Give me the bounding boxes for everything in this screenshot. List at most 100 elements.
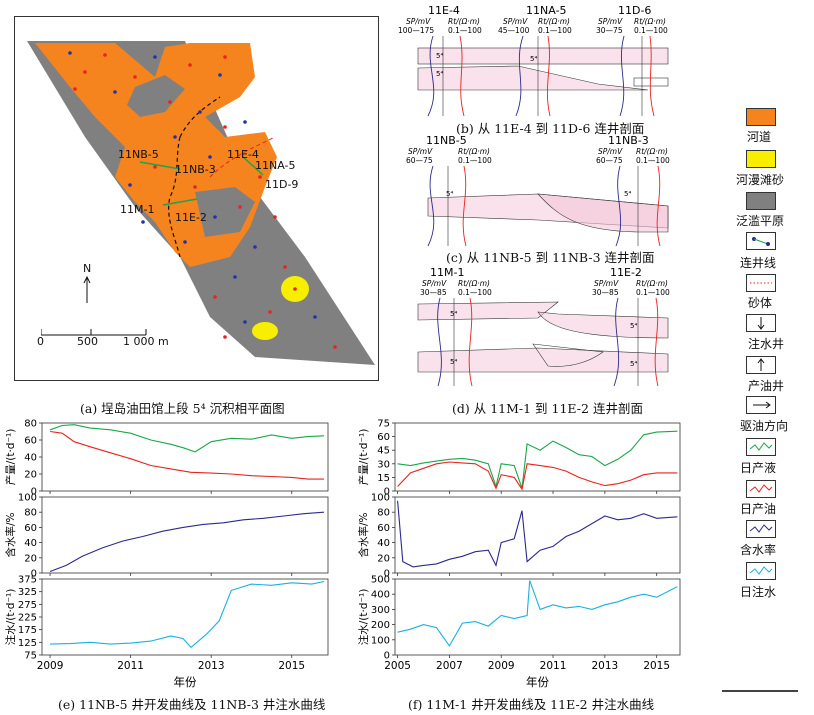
well-dot (113, 90, 117, 94)
y-tick-label: 40 (377, 538, 390, 549)
y-axis-label: 产量/(t·d⁻¹) (357, 429, 370, 486)
well-dot (68, 51, 72, 55)
section-d-sp-range-2: 30—85 (592, 288, 619, 297)
legend-swatch-watercut (746, 520, 776, 538)
legend-swatch-sand (746, 274, 776, 292)
series-line (397, 461, 678, 491)
legend-swatch-floodplain (746, 192, 776, 210)
caption-e: (e) 11NB-5 井开发曲线及 11NB-3 井注水曲线 (58, 697, 326, 712)
north-arrow-icon (83, 275, 91, 303)
y-tick-label: 60 (377, 432, 390, 443)
y-axis-label: 注水/(t·d⁻¹) (4, 589, 17, 646)
y-tick-label: 0 (384, 651, 390, 662)
legend-swatch-channel (746, 108, 776, 126)
series-line (50, 580, 325, 649)
north-label: N (83, 262, 92, 275)
y-tick-label: 0 (31, 487, 37, 498)
panel-a-frame: 11NB-5 11NB-3 11E-4 11NA-5 11D-9 11M-1 1… (14, 16, 379, 381)
y-tick-label: 300 (371, 605, 390, 616)
well-label-11nb5: 11NB-5 (118, 148, 159, 161)
y-tick-label: 0 (384, 569, 390, 580)
x-tick-label: 2015 (278, 660, 305, 672)
section-b-sp-label-2: SP/mV (503, 17, 528, 26)
section-c-rt-range-1: 0.1—100 (458, 156, 492, 165)
y-tick-label: 20 (377, 553, 390, 564)
legend-label-channel: 河道 (747, 130, 772, 144)
scale-label-500: 500 (77, 335, 98, 348)
well-dot (268, 310, 272, 314)
y-tick-label: 30 (377, 459, 390, 470)
legend-label-liquid: 日产液 (740, 461, 777, 475)
well-dot (103, 53, 107, 57)
caption-b: (b) 从 11E-4 到 11D-6 连井剖面 (456, 121, 645, 136)
y-axis-label: 注水/(t·d⁻¹) (357, 589, 370, 646)
legend-swatch-injector (746, 314, 776, 332)
scale-label-0: 0 (37, 335, 44, 348)
well-dot (223, 335, 227, 339)
legend-label-well-link: 连井线 (740, 256, 777, 270)
well-dot (273, 215, 277, 219)
y-tick-label: 225 (18, 613, 37, 624)
y-tick-label: 200 (371, 620, 390, 631)
section-d-sp-label-1: SP/mV (422, 279, 447, 288)
x-tick-label: 2011 (117, 660, 144, 672)
y-tick-label: 100 (18, 493, 37, 504)
series-line (397, 430, 678, 489)
y-tick-label: 60 (377, 523, 390, 534)
section-b-layer-3: 5⁴ (530, 55, 537, 63)
y-tick-label: 75 (24, 651, 37, 662)
caption-c: (c) 从 11NB-5 到 11NB-3 连井剖面 (446, 250, 655, 265)
section-d-rt-label-2: Rt/(Ω·m) (636, 279, 668, 288)
well-dot (243, 320, 247, 324)
y-tick-label: 125 (18, 638, 37, 649)
plot-frame (41, 422, 329, 492)
section-b-sp-range-2: 45—100 (498, 26, 530, 35)
section-c-rt-label-2: Rt/(Ω·m) (636, 147, 668, 156)
y-tick-label: 45 (377, 446, 390, 457)
well-dot (128, 183, 132, 187)
series-line (49, 511, 325, 573)
legend-swatch-oil (746, 480, 776, 498)
well-dot (153, 165, 157, 169)
section-b-sp-label-1: SP/mV (406, 17, 431, 26)
section-b-rt-label-1: Rt/(Ω·m) (448, 17, 480, 26)
legend-label-injector: 注水井 (748, 337, 785, 351)
section-b-layer-2: 5⁴ (436, 70, 443, 78)
x-axis-label: 年份 (526, 675, 549, 689)
section-c-sp-label-1: SP/mV (408, 147, 433, 156)
legend-label-watercut: 含水率 (740, 543, 777, 557)
y-tick-label: 75 (377, 419, 390, 430)
section-b-rt-range-3: 0.1—100 (634, 26, 668, 35)
x-tick-label: 2005 (384, 660, 411, 672)
x-tick-label: 2009 (488, 660, 515, 672)
arrow-right-icon (753, 401, 771, 409)
caption-d: (d) 从 11M-1 到 11E-2 连井剖面 (452, 401, 643, 416)
legend-label-producer: 产油井 (748, 379, 785, 393)
section-c-sp-range-1: 60—75 (406, 156, 433, 165)
y-tick-label: 0 (31, 569, 37, 580)
well-label-11d9: 11D-9 (265, 178, 299, 191)
well-dot (283, 265, 287, 269)
well-dot (313, 315, 317, 319)
x-tick-label: 2011 (540, 660, 567, 672)
well-dot (223, 55, 227, 59)
legend-label-oil: 日产油 (740, 502, 777, 516)
section-c: 11NB-5 11NB-3 SP/mV 60—75 Rt/(Ω·m) 0.1—1… (406, 134, 670, 247)
section-d-rt-range-1: 0.1—100 (458, 288, 492, 297)
y-tick-label: 325 (18, 587, 37, 598)
well-dot (233, 275, 237, 279)
x-tick-label: 2013 (198, 660, 225, 672)
section-b-rt-label-3: Rt/(Ω·m) (634, 17, 666, 26)
section-b-well-3: 11D-6 (618, 6, 651, 17)
section-b-well-1: 11E-4 (428, 6, 460, 17)
y-tick-label: 20 (24, 553, 37, 564)
y-tick-label: 80 (24, 508, 37, 519)
well-label-11m1: 11M-1 (120, 203, 155, 216)
section-b-layer-1: 5⁴ (436, 52, 443, 60)
section-b-sp-label-3: SP/mV (598, 17, 623, 26)
y-tick-label: 400 (371, 590, 390, 601)
well-dot (243, 120, 247, 124)
y-tick-label: 40 (24, 453, 37, 464)
x-tick-label: 2013 (591, 660, 618, 672)
legend-swatch-producer (746, 356, 776, 374)
